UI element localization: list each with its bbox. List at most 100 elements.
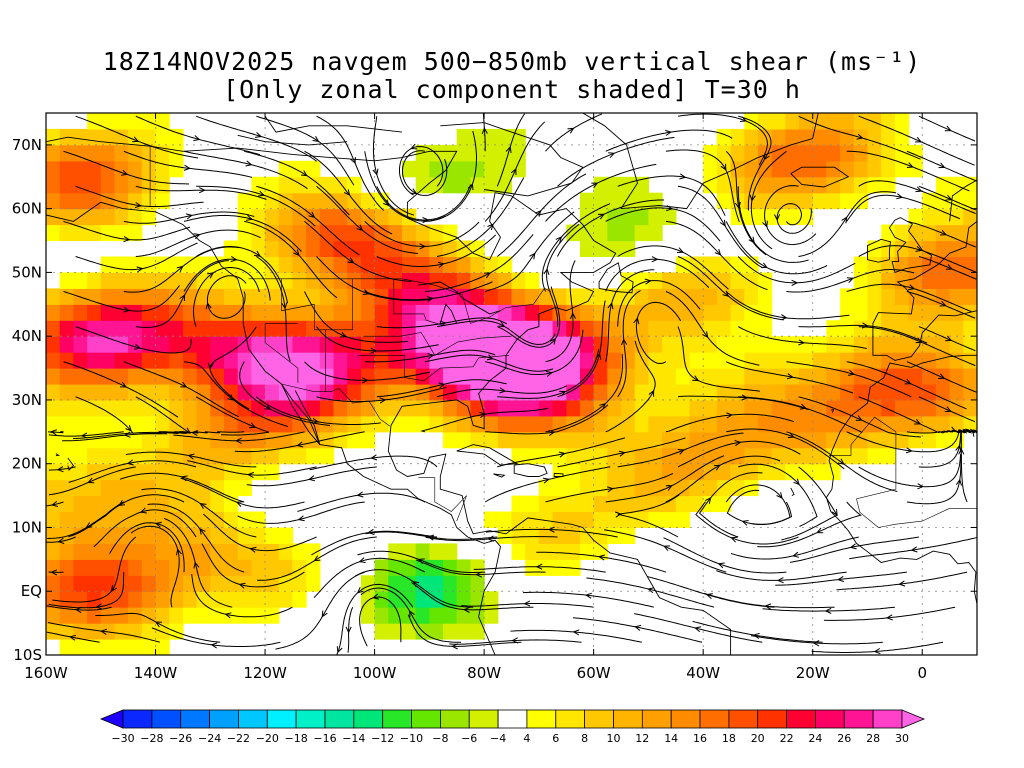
streamline-arrow [199, 502, 207, 509]
streamline-arrow [475, 571, 482, 578]
shade-cell [497, 160, 513, 178]
shade-cell [716, 399, 732, 417]
shade-cell [73, 128, 88, 146]
shade-cell [826, 415, 841, 433]
streamline [546, 223, 580, 327]
colorbar-label: 18 [722, 732, 736, 745]
shade-cell [59, 176, 74, 194]
shade-cell [265, 336, 280, 353]
streamline [849, 537, 977, 560]
streamline [48, 572, 125, 609]
shade-cell [333, 240, 348, 257]
shade-cell [347, 304, 362, 321]
shade-cell [306, 447, 321, 465]
shade-cell [580, 352, 595, 369]
shade-cell [182, 320, 198, 337]
streamline-arrow [313, 555, 321, 562]
shade-cell [894, 399, 910, 417]
streamline-arrow [945, 264, 953, 270]
shade-cell [894, 288, 910, 305]
shade-cell [580, 336, 595, 353]
streamline [183, 214, 302, 252]
shade-cell [169, 256, 184, 273]
shade-cell [46, 431, 61, 449]
shade-cell [456, 575, 471, 592]
shade-cell [306, 224, 321, 242]
colorbar: −30 −28 −26 −24 −22 −20 −18 −16 −14 −12 −10 −8 −6 −4 4… [99, 709, 926, 745]
streamline [617, 494, 680, 538]
streamline-arrow [57, 537, 65, 544]
shade-cell [100, 320, 116, 337]
streamline-arrow [915, 337, 923, 344]
shade-cell [757, 176, 773, 194]
shade-cell [538, 336, 554, 353]
shade-cell [59, 607, 74, 624]
shade-cell [237, 272, 252, 289]
streamline [206, 275, 247, 319]
streamline-arrow [621, 338, 628, 346]
shade-cell [210, 559, 225, 576]
streamline-arrow [134, 343, 142, 350]
shade-cell [292, 304, 307, 321]
shade-cell [716, 415, 732, 433]
shade-cell [881, 399, 896, 417]
lon-tick-label: 20W [796, 664, 830, 682]
coastline [493, 473, 506, 478]
shade-cell [525, 543, 540, 560]
shade-cell [196, 543, 211, 560]
streamline-arrow [647, 587, 655, 594]
shade-cell [114, 623, 129, 640]
streamline-arrow [776, 492, 783, 500]
shade-cell [525, 527, 540, 544]
shade-cell [648, 320, 663, 337]
shade-cell [867, 352, 882, 369]
shade-cell [182, 559, 198, 576]
shade-cell [237, 447, 252, 465]
shade-cell [251, 447, 266, 465]
shade-cell [881, 144, 896, 162]
streamline [257, 536, 377, 581]
shade-cell [374, 384, 389, 401]
shade-cell [224, 591, 239, 608]
shade-cell [196, 447, 211, 465]
shade-cell [511, 511, 526, 528]
shade-cell [59, 543, 74, 560]
shade-cell [881, 352, 896, 369]
shade-cell [46, 336, 61, 353]
shade-cell [552, 415, 567, 433]
streamline [677, 326, 760, 392]
shade-cell [128, 304, 143, 321]
shade-cell [319, 352, 335, 369]
shade-cell [347, 384, 362, 401]
shade-cell [634, 336, 649, 353]
shade-cell [265, 543, 280, 560]
shade-cell [593, 208, 608, 226]
streamline [297, 492, 426, 512]
shade-cell [812, 447, 827, 465]
shade-cell [771, 431, 786, 449]
shade-cell [141, 336, 157, 353]
shade-cell [278, 208, 294, 226]
shade-cell [415, 240, 430, 257]
shade-cell [716, 176, 732, 194]
shade-cell [963, 288, 977, 305]
shade-cell [443, 176, 458, 194]
shade-cell [716, 256, 732, 273]
streamline [183, 258, 271, 301]
shade-cell [306, 575, 321, 592]
shade-cell [634, 431, 649, 449]
shade-cell [826, 368, 841, 385]
streamline [163, 517, 233, 608]
shade-cell [470, 304, 485, 321]
colorbar-box [526, 709, 557, 729]
shade-cell [415, 559, 430, 576]
shade-cell [265, 607, 280, 624]
shade-cell [716, 431, 732, 449]
coastline [598, 262, 634, 294]
shade-cell [593, 384, 608, 401]
shade-cell [210, 399, 225, 417]
streamline [407, 614, 522, 647]
shade-cell [87, 224, 102, 242]
streamline-arrow [726, 412, 734, 419]
shade-cell [552, 352, 567, 369]
